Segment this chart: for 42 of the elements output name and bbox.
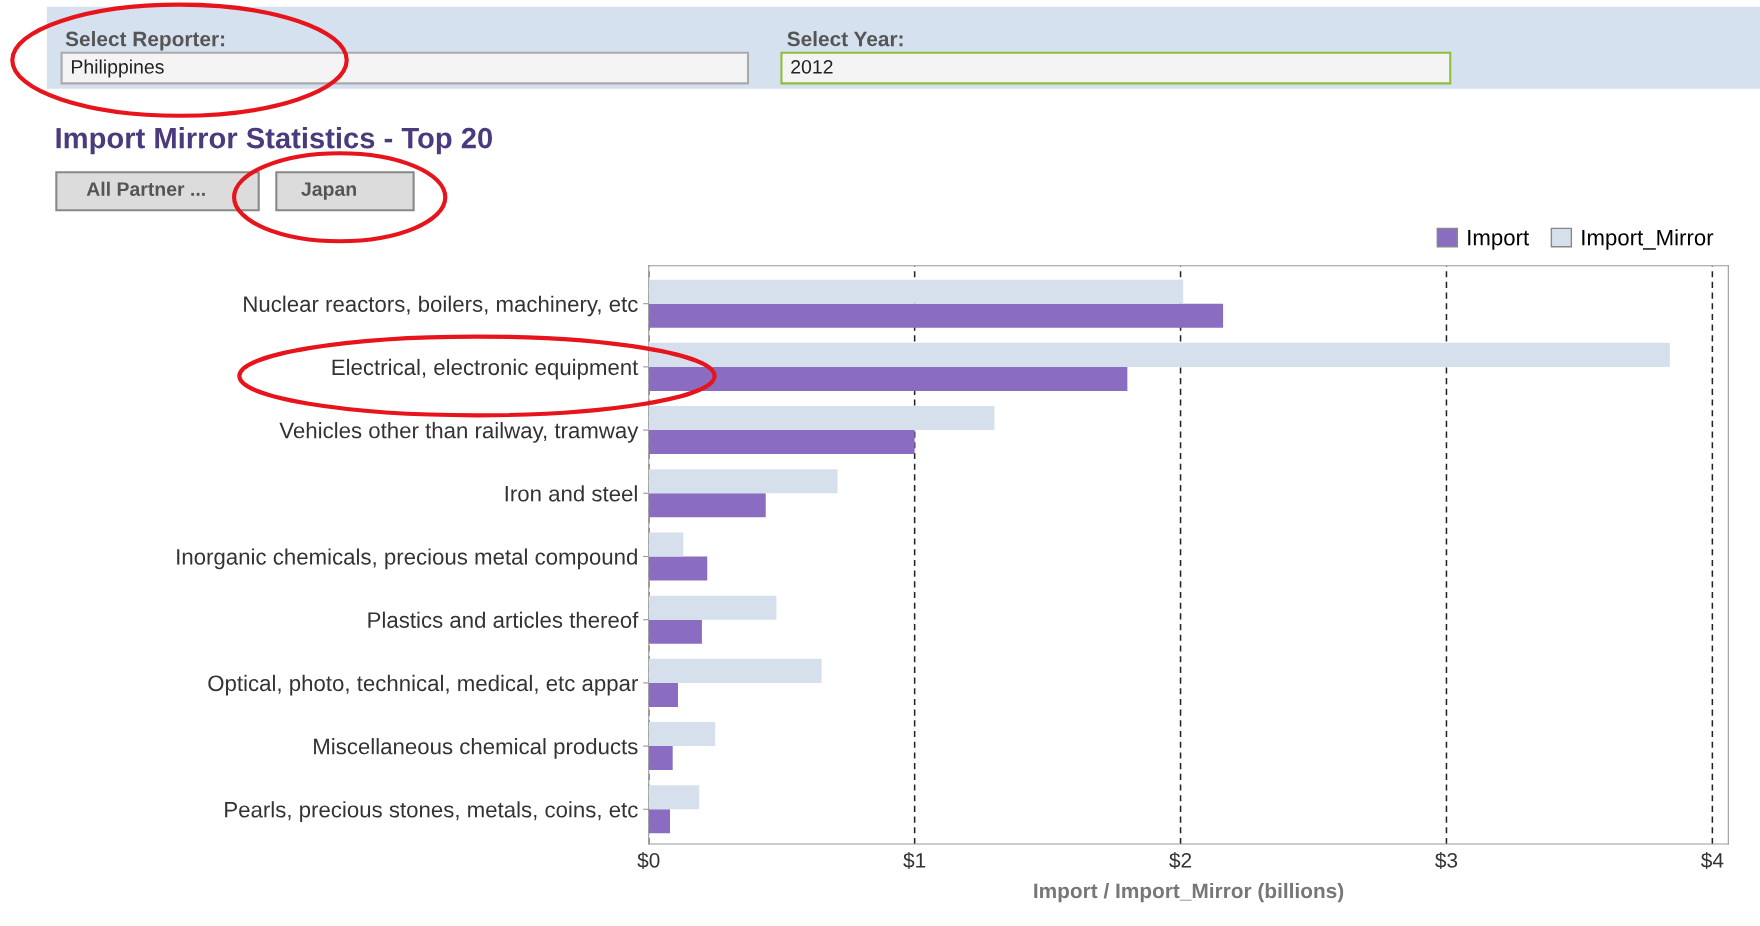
x-tick-label: $4 [1701, 852, 1724, 869]
bar [648, 532, 684, 557]
bar [648, 746, 673, 771]
bar [648, 556, 708, 581]
text: Japan [301, 182, 356, 200]
text: Select Reporter: [65, 31, 225, 51]
x-tick-label: $3 [1435, 852, 1458, 869]
bar [648, 366, 1128, 391]
bar [648, 430, 915, 455]
bar [648, 785, 700, 810]
y-tick-label: Miscellaneous chemical products [314, 738, 638, 759]
y-tick-label: Optical, photo, technical, medical, etc appar [208, 674, 638, 696]
x-tick-label: $1 [903, 852, 926, 869]
y-tick-label: Nuclear reactors, boilers, machinery, etc [244, 295, 638, 317]
text: All Partner ... [86, 181, 205, 196]
bar [648, 682, 678, 707]
bar [648, 469, 838, 494]
text: Select Year: [787, 31, 903, 47]
legend-label: Import_Mirror [1582, 229, 1714, 250]
bar [648, 406, 995, 431]
bar [648, 619, 702, 644]
bar [648, 279, 1184, 304]
x-axis-title: Import / Import_Mirror (billions) [1034, 882, 1344, 903]
y-tick-label: Inorganic chemicals, precious metal compound [177, 548, 637, 570]
y-tick-label: Pearls, precious stones, metals, coins, etc [225, 801, 638, 822]
y-tick-label: Electrical, electronic equipment [332, 358, 639, 380]
text: Philippines [72, 59, 164, 78]
legend-label: Import [1468, 229, 1529, 250]
y-tick-label: Plastics and articles thereof [368, 611, 639, 628]
bar [648, 722, 716, 747]
bar [648, 809, 671, 834]
y-tick-label: Iron and steel [505, 485, 637, 502]
bar [648, 493, 766, 518]
x-tick-label: $0 [637, 852, 660, 869]
bar [648, 303, 1224, 328]
bar [648, 342, 1670, 367]
y-tick-label: Vehicles other than railway, tramway [279, 422, 639, 443]
text: 2012 [791, 59, 833, 74]
text: Import Mirror Statistics - Top 20 [56, 127, 493, 155]
bar [648, 658, 822, 683]
bar [648, 595, 777, 620]
x-tick-label: $2 [1169, 852, 1192, 869]
